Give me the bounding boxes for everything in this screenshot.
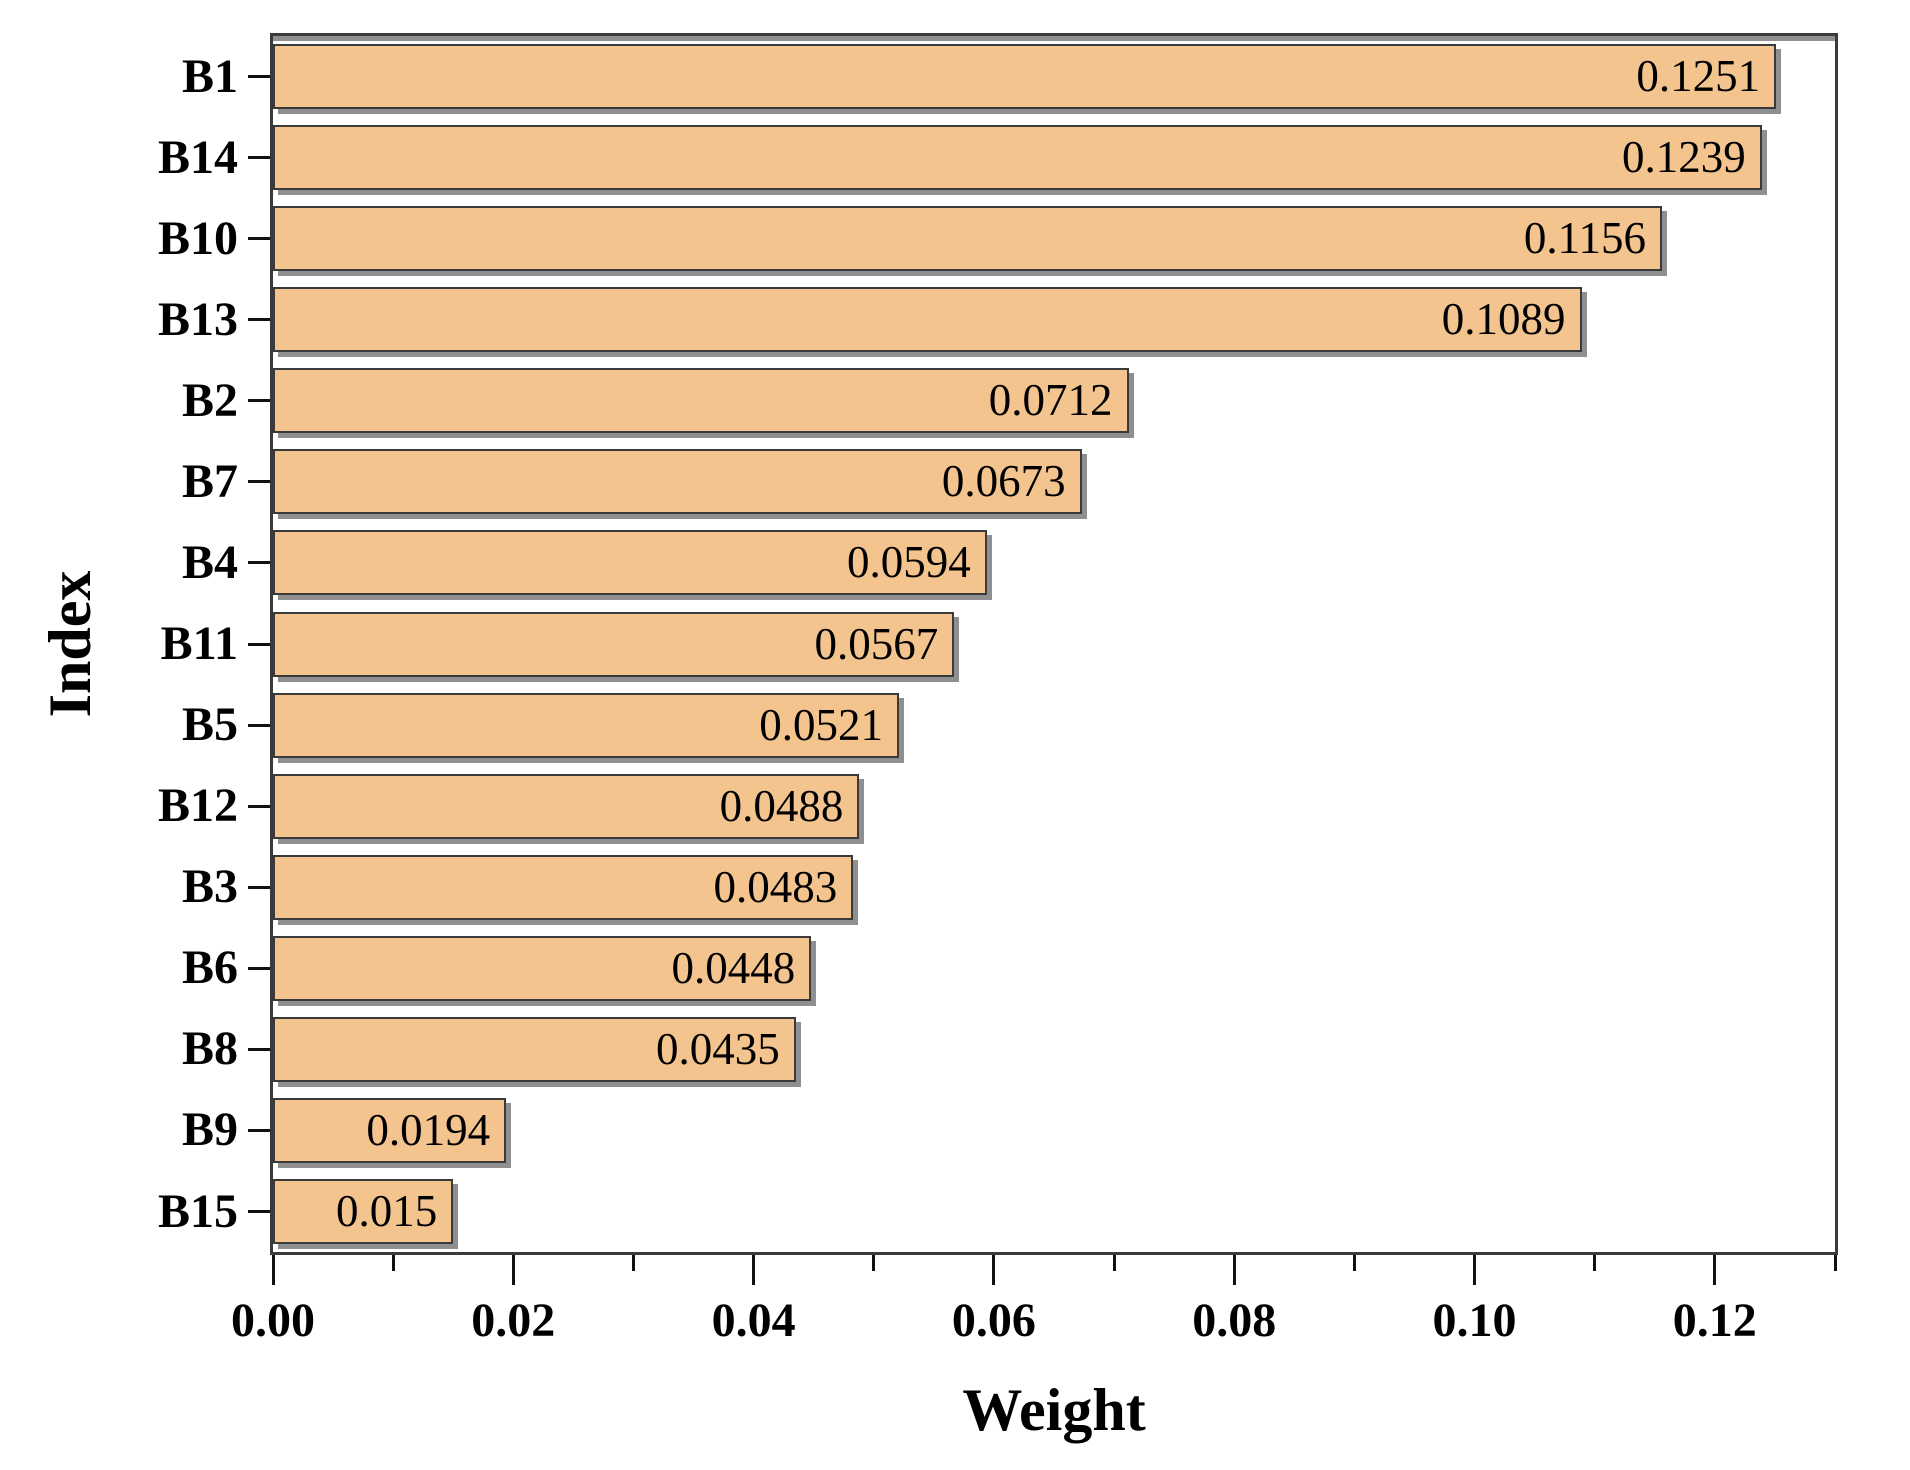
bar-B10: 0.1156 [273, 206, 1662, 272]
y-axis-tick [248, 561, 270, 565]
y-axis-tick [248, 399, 270, 403]
x-tick-label: 0.06 [951, 1294, 1036, 1347]
y-axis-tick [248, 885, 270, 889]
x-axis-major-tick [1473, 1255, 1476, 1285]
y-axis-tick [248, 156, 270, 160]
bar-B5: 0.0521 [273, 692, 899, 758]
y-axis-tick [248, 318, 270, 322]
x-axis-major-tick [992, 1255, 996, 1285]
bar-value-label: 0.0194 [366, 1104, 491, 1155]
x-tick-label: 0.12 [1672, 1294, 1757, 1347]
bar-value-label: 0.015 [335, 1186, 438, 1236]
y-axis-tick [248, 804, 270, 808]
y-category-label-B3: B3 [181, 860, 238, 914]
y-axis-tick [248, 75, 270, 78]
x-axis-minor-tick [1112, 1255, 1116, 1271]
bar-B2: 0.0712 [273, 368, 1129, 434]
y-category-label-B1: B1 [181, 49, 238, 103]
bar-value-label: 0.0567 [814, 618, 939, 669]
x-axis-minor-tick [872, 1255, 876, 1271]
y-category-label-B6: B6 [181, 941, 238, 995]
bar-B3: 0.0483 [273, 854, 854, 920]
y-category-label-B11: B11 [160, 617, 238, 670]
y-category-label-B4: B4 [181, 535, 238, 589]
bar-value-label: 0.0673 [941, 456, 1066, 507]
x-tick-label: 0.04 [711, 1294, 796, 1347]
bar-B8: 0.0435 [273, 1016, 796, 1082]
bar-B6: 0.0448 [273, 935, 812, 1001]
bar-value-label: 0.0712 [988, 375, 1113, 426]
y-axis-tick [248, 1128, 270, 1132]
bar-value-label: 0.1239 [1621, 132, 1746, 183]
x-axis-major-tick [1232, 1255, 1236, 1285]
x-axis-minor-tick [391, 1255, 395, 1271]
bar-B9: 0.0194 [273, 1097, 507, 1163]
x-axis-major-tick [271, 1255, 275, 1285]
y-category-label-B14: B14 [157, 130, 238, 184]
x-axis-major-tick [1713, 1255, 1717, 1285]
y-category-label-B8: B8 [181, 1022, 238, 1076]
y-axis-tick [248, 480, 270, 484]
y-category-label-B5: B5 [181, 698, 238, 752]
x-tick-label: 0.02 [471, 1294, 556, 1347]
bar-value-label: 0.0488 [719, 780, 844, 831]
y-axis-tick [248, 1210, 270, 1213]
bar-value-label: 0.1156 [1523, 213, 1646, 264]
x-axis-minor-tick [632, 1255, 635, 1271]
y-axis-tick [248, 723, 270, 727]
bar-value-label: 0.0521 [759, 699, 883, 750]
bar-B15: 0.015 [273, 1179, 454, 1244]
x-axis-minor-tick [1593, 1255, 1597, 1271]
bar-B4: 0.0594 [273, 530, 987, 596]
x-axis-major-tick [752, 1255, 756, 1285]
bar-value-label: 0.0483 [713, 861, 838, 912]
y-axis-tick [248, 1047, 270, 1051]
x-axis-minor-tick [1352, 1255, 1356, 1271]
y-category-label-B15: B15 [157, 1184, 238, 1238]
bar-value-label: 0.0448 [671, 942, 796, 993]
y-category-label-B2: B2 [181, 373, 238, 427]
y-axis-tick [248, 237, 270, 241]
bar-value-label: 0.0594 [846, 537, 971, 588]
x-axis-minor-tick [1833, 1255, 1837, 1271]
y-axis-tick [248, 966, 270, 970]
y-category-label-B13: B13 [157, 292, 238, 346]
bar-B12: 0.0488 [273, 773, 860, 839]
bar-value-label: 0.1251 [1636, 51, 1761, 101]
bar-value-label: 0.1089 [1441, 294, 1566, 345]
bar-value-label: 0.0435 [655, 1023, 780, 1074]
bar-B7: 0.0673 [273, 449, 1082, 515]
y-axis-tick [248, 642, 270, 646]
bar-B11: 0.0567 [273, 611, 955, 677]
x-axis-major-tick [511, 1255, 515, 1285]
y-category-label-B9: B9 [181, 1103, 238, 1157]
bar-B14: 0.1239 [273, 125, 1762, 191]
x-tick-label: 0.08 [1192, 1294, 1277, 1347]
x-tick-label: 0.00 [231, 1294, 315, 1347]
x-axis-title: Weight [962, 1377, 1146, 1443]
x-tick-label: 0.10 [1432, 1294, 1517, 1347]
bar-B1: 0.1251 [273, 44, 1777, 109]
y-category-label-B10: B10 [157, 211, 238, 265]
bar-B13: 0.1089 [273, 287, 1582, 353]
y-category-label-B12: B12 [157, 779, 238, 833]
plot-area: 0.1251 0.1239 0.1156 0.1089 0.0712 0.0673 0.05… [270, 33, 1838, 1255]
y-category-label-B7: B7 [181, 454, 238, 508]
